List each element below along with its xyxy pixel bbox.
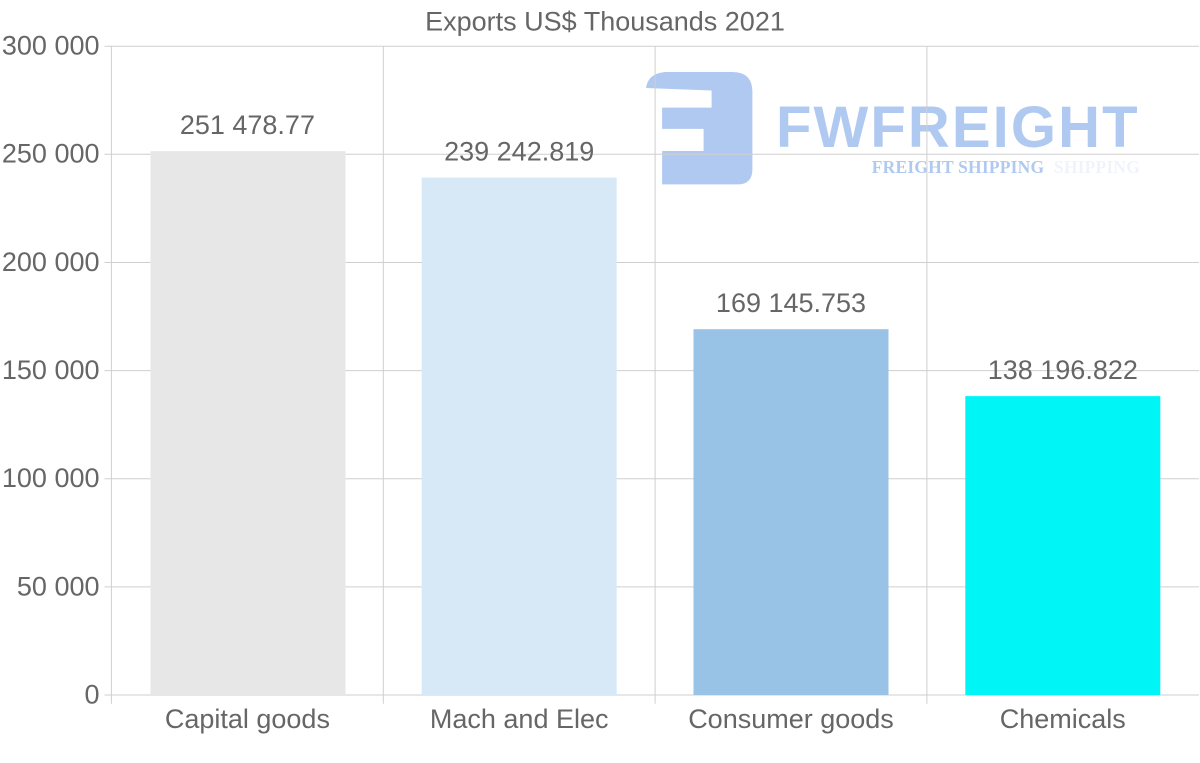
svg-text:0: 0 xyxy=(84,679,99,709)
svg-text:50 000: 50 000 xyxy=(17,571,100,601)
svg-text:Mach and Elec: Mach and Elec xyxy=(430,704,609,734)
svg-text:169 145.753: 169 145.753 xyxy=(716,288,866,318)
svg-text:Capital goods: Capital goods xyxy=(165,704,330,734)
svg-text:Exports US$ Thousands 2021: Exports US$ Thousands 2021 xyxy=(425,7,785,37)
svg-text:239 242.819: 239 242.819 xyxy=(444,136,594,166)
svg-text:FREIGHT SHIPPING: FREIGHT SHIPPING xyxy=(872,157,1045,177)
svg-text:Chemicals: Chemicals xyxy=(1000,704,1126,734)
svg-text:FWFREIGHT: FWFREIGHT xyxy=(776,95,1140,160)
svg-text:138 196.822: 138 196.822 xyxy=(988,355,1138,385)
svg-text:250 000: 250 000 xyxy=(2,139,100,169)
svg-text:100 000: 100 000 xyxy=(2,463,100,493)
svg-text:SHIPPING: SHIPPING xyxy=(1054,157,1140,177)
svg-text:Consumer goods: Consumer goods xyxy=(688,704,894,734)
svg-text:251 478.77: 251 478.77 xyxy=(180,110,315,140)
svg-text:200 000: 200 000 xyxy=(2,247,100,277)
svg-text:300 000: 300 000 xyxy=(2,31,100,61)
svg-text:150 000: 150 000 xyxy=(2,355,100,385)
